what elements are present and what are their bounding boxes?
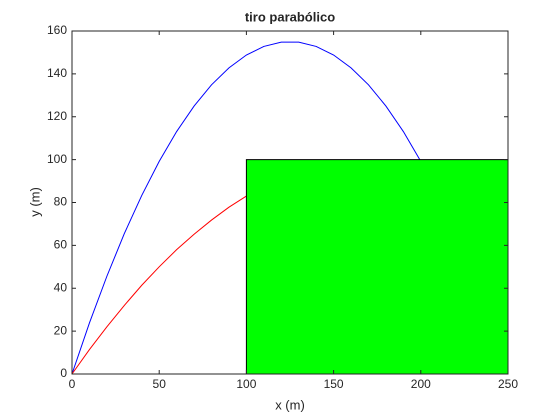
y-tick-label: 0 — [60, 366, 67, 380]
y-axis-label: y (m) — [27, 187, 42, 217]
series-line — [71, 195, 247, 375]
y-tick-label: 120 — [47, 109, 67, 123]
x-tick-label: 150 — [324, 377, 344, 391]
rectangle — [245, 159, 509, 375]
x-tick-label: 250 — [498, 377, 518, 391]
y-tick-label: 20 — [54, 323, 68, 337]
y-tick-label: 40 — [54, 280, 68, 294]
x-tick-label: 100 — [236, 377, 256, 391]
x-tick-label: 50 — [153, 377, 167, 391]
y-tick-label: 160 — [47, 23, 67, 37]
y-tick-label: 100 — [47, 152, 67, 166]
y-tick-label: 60 — [54, 238, 68, 252]
x-tick-label: 0 — [69, 377, 76, 391]
y-tick-label: 140 — [47, 66, 67, 80]
x-axis-label: x (m) — [275, 397, 305, 412]
y-tick-label: 80 — [54, 195, 68, 209]
x-tick-label: 200 — [411, 377, 431, 391]
chart-title: tiro parabólico — [245, 9, 335, 24]
series-line — [71, 41, 422, 375]
